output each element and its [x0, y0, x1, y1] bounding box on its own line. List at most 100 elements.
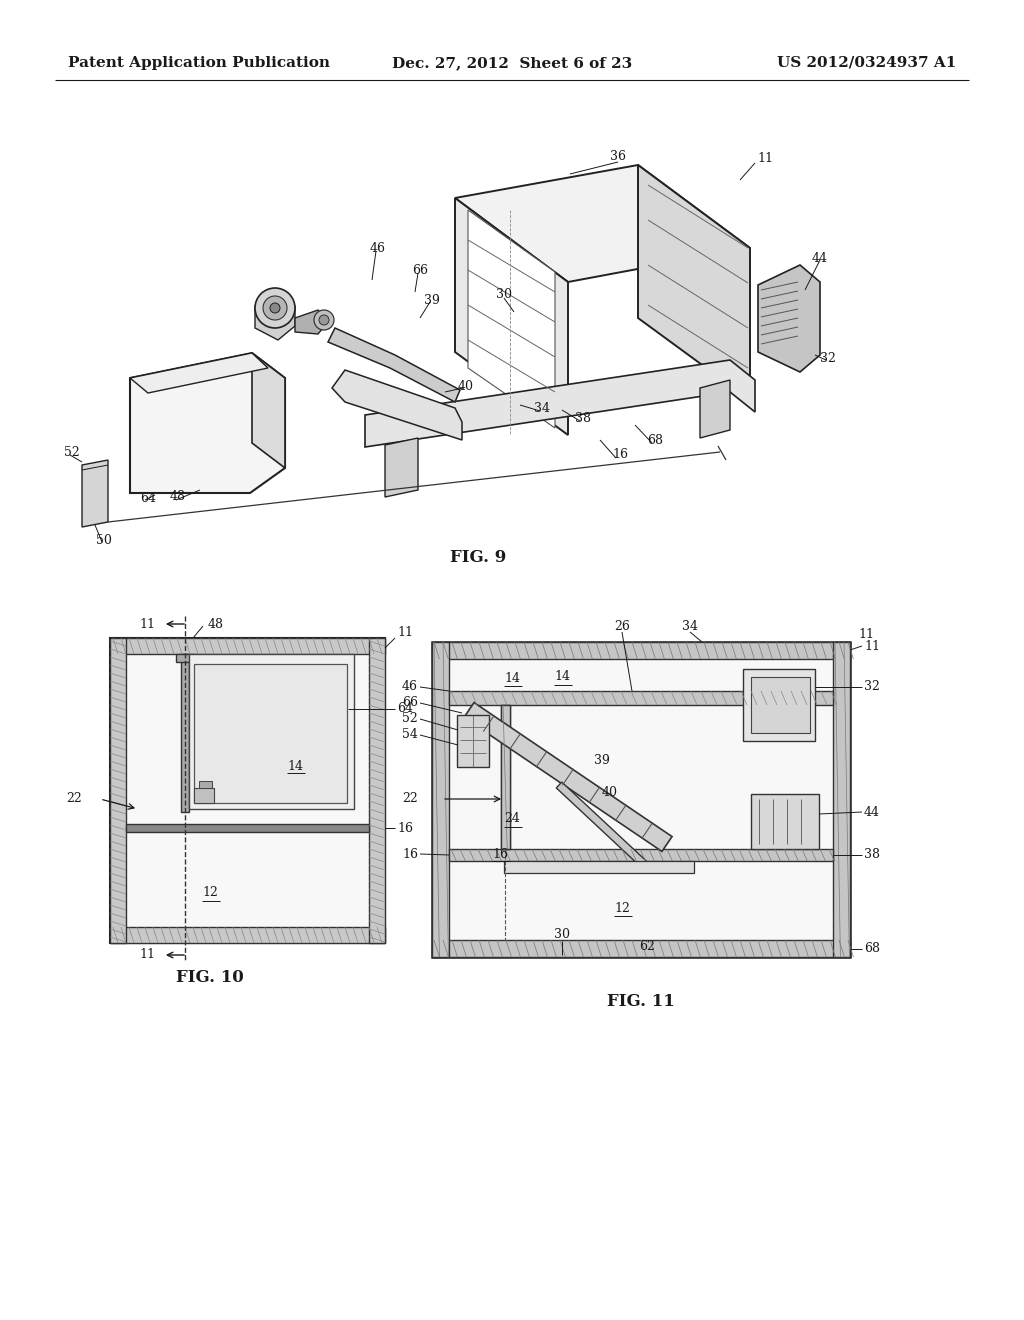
Text: FIG. 10: FIG. 10 [176, 969, 244, 986]
Text: 66: 66 [402, 697, 418, 710]
Polygon shape [501, 705, 510, 849]
Polygon shape [385, 438, 418, 498]
Text: 64: 64 [140, 491, 156, 504]
Polygon shape [432, 940, 850, 957]
Text: 11: 11 [397, 627, 413, 639]
Text: 11: 11 [757, 152, 773, 165]
Text: 34: 34 [682, 619, 698, 632]
Polygon shape [176, 653, 194, 663]
Text: 36: 36 [610, 150, 626, 164]
Polygon shape [194, 788, 214, 803]
Polygon shape [365, 360, 755, 447]
Polygon shape [110, 638, 385, 653]
Polygon shape [130, 352, 268, 393]
Text: 14: 14 [287, 759, 303, 772]
Text: 48: 48 [170, 491, 186, 503]
Text: 16: 16 [397, 821, 413, 834]
Polygon shape [189, 653, 354, 809]
Text: 46: 46 [370, 242, 386, 255]
Polygon shape [432, 642, 850, 659]
Text: 11: 11 [858, 627, 874, 640]
Polygon shape [194, 664, 347, 803]
Text: 52: 52 [65, 446, 80, 458]
Polygon shape [464, 702, 672, 851]
Text: 26: 26 [614, 619, 630, 632]
Polygon shape [449, 690, 833, 705]
Polygon shape [369, 638, 385, 942]
Polygon shape [743, 669, 815, 741]
Text: 22: 22 [402, 792, 418, 805]
Text: 48: 48 [208, 618, 224, 631]
Text: 44: 44 [864, 805, 880, 818]
Polygon shape [252, 352, 285, 469]
Text: 12: 12 [202, 887, 218, 899]
Polygon shape [468, 210, 555, 428]
Text: 11: 11 [139, 618, 155, 631]
Circle shape [263, 296, 287, 319]
Text: 40: 40 [458, 380, 474, 392]
Text: 52: 52 [402, 713, 418, 726]
Text: 24: 24 [504, 813, 520, 825]
Polygon shape [504, 861, 694, 873]
Text: 11: 11 [139, 949, 155, 961]
Polygon shape [457, 715, 489, 767]
Circle shape [319, 315, 329, 325]
Polygon shape [328, 327, 460, 403]
Text: 22: 22 [67, 792, 82, 805]
Polygon shape [199, 781, 212, 788]
Polygon shape [700, 380, 730, 438]
Text: 32: 32 [820, 351, 836, 364]
Polygon shape [110, 638, 126, 942]
Polygon shape [332, 370, 462, 440]
Polygon shape [255, 306, 295, 341]
Text: Patent Application Publication: Patent Application Publication [68, 55, 330, 70]
Polygon shape [455, 198, 568, 436]
Polygon shape [110, 638, 385, 942]
Polygon shape [751, 795, 819, 849]
Text: FIG. 11: FIG. 11 [607, 994, 675, 1011]
Text: 64: 64 [397, 702, 413, 715]
Text: 34: 34 [534, 401, 550, 414]
Text: 54: 54 [402, 729, 418, 742]
Polygon shape [638, 165, 750, 400]
Text: 39: 39 [594, 754, 610, 767]
Text: 12: 12 [614, 903, 630, 916]
Circle shape [314, 310, 334, 330]
Text: 16: 16 [402, 847, 418, 861]
Polygon shape [130, 352, 285, 492]
Polygon shape [181, 653, 189, 812]
Text: 68: 68 [647, 433, 663, 446]
Text: 68: 68 [864, 942, 880, 956]
Polygon shape [432, 642, 850, 957]
Text: 39: 39 [424, 293, 440, 306]
Text: 14: 14 [504, 672, 520, 685]
Circle shape [270, 304, 280, 313]
Polygon shape [110, 927, 385, 942]
Text: 38: 38 [575, 412, 591, 425]
Text: 14: 14 [554, 671, 570, 684]
Text: 16: 16 [492, 847, 508, 861]
Polygon shape [833, 642, 850, 957]
Polygon shape [455, 165, 750, 282]
Text: 50: 50 [96, 533, 112, 546]
Circle shape [255, 288, 295, 327]
Text: 38: 38 [864, 849, 880, 862]
Polygon shape [432, 642, 449, 957]
Text: US 2012/0324937 A1: US 2012/0324937 A1 [776, 55, 956, 70]
Text: 30: 30 [496, 289, 512, 301]
Text: 40: 40 [602, 787, 618, 800]
Polygon shape [295, 310, 328, 334]
Polygon shape [82, 459, 108, 527]
Polygon shape [556, 781, 651, 873]
Text: 46: 46 [402, 681, 418, 693]
Polygon shape [449, 849, 833, 861]
Text: Dec. 27, 2012  Sheet 6 of 23: Dec. 27, 2012 Sheet 6 of 23 [392, 55, 632, 70]
Polygon shape [126, 824, 369, 832]
Text: 16: 16 [612, 449, 628, 462]
Text: 11: 11 [864, 639, 880, 652]
Polygon shape [501, 705, 510, 849]
Text: 32: 32 [864, 681, 880, 693]
Text: 66: 66 [412, 264, 428, 276]
Text: 62: 62 [639, 940, 655, 953]
Text: FIG. 9: FIG. 9 [450, 549, 506, 566]
